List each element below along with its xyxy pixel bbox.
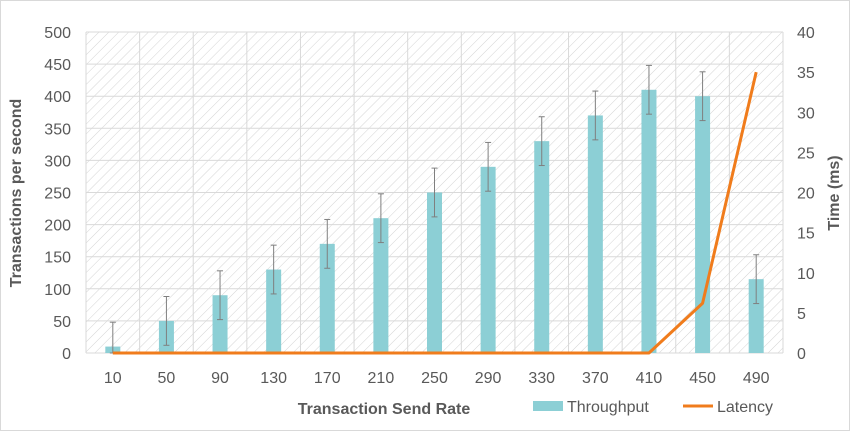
y2-tick-label: 30 [797,105,815,122]
legend-latency-label: Latency [717,399,773,416]
gridlines [85,31,784,354]
x-tick-label: 410 [636,370,663,387]
y-tick-label: 450 [44,57,71,74]
x-tick-label: 10 [104,370,122,387]
legend-throughput-swatch [533,401,563,411]
y-tick-label: 300 [44,153,71,170]
x-axis-title: Transaction Send Rate [298,401,471,418]
x-tick-label: 450 [689,370,716,387]
x-tick-label: 50 [158,370,176,387]
x-tick-label: 90 [211,370,229,387]
y-tick-label: 0 [62,346,71,363]
y2-tick-label: 20 [797,186,815,203]
y2-axis-title: Time (ms) [826,155,843,230]
bar-130 [266,269,282,353]
y-tick-label: 100 [44,282,71,299]
y2-tick-label: 15 [797,226,815,243]
y-axis-title: Transactions per second [8,99,25,288]
y2-tick-label: 35 [797,65,815,82]
x-tick-label: 330 [528,370,555,387]
throughput-bars [105,89,764,354]
y-tick-label: 200 [44,218,71,235]
bar-290 [480,166,496,353]
x-axis-ticks: 10 50 90 130 170 210 250 290 330 370 410 450 490 [104,370,770,387]
bar-170 [319,243,335,353]
legend-throughput-label: Throughput [567,399,649,416]
x-tick-label: 210 [368,370,395,387]
x-tick-label: 490 [743,370,770,387]
bar-330 [534,141,550,353]
y2-tick-label: 5 [797,306,806,323]
x-tick-label: 250 [421,370,448,387]
bar-410 [641,89,657,353]
error-bars [109,64,760,354]
legend: Throughput Latency [533,399,773,416]
bar-370 [587,115,603,354]
y2-tick-label: 25 [797,145,815,162]
bar-490 [748,279,764,353]
y2-tick-label: 40 [797,25,815,42]
x-tick-label: 370 [582,370,609,387]
bar-450 [695,96,711,353]
x-tick-label: 130 [260,370,287,387]
latency-line [112,71,758,355]
x-tick-label: 170 [314,370,341,387]
y-tick-label: 500 [44,25,71,42]
y2-axis-ticks: 0 5 10 15 20 25 30 35 40 [797,25,815,363]
y2-tick-label: 10 [797,266,815,283]
y-tick-label: 350 [44,121,71,138]
x-tick-label: 290 [475,370,502,387]
y-tick-label: 150 [44,250,71,267]
y-axis-ticks: 0 50 100 150 200 250 300 350 400 450 500 [44,25,71,363]
y-tick-label: 50 [53,314,71,331]
y-tick-label: 400 [44,89,71,106]
y-tick-label: 250 [44,186,71,203]
bar-210 [373,218,389,353]
y2-tick-label: 0 [797,346,806,363]
bar-90 [212,295,228,353]
bar-250 [427,192,442,353]
